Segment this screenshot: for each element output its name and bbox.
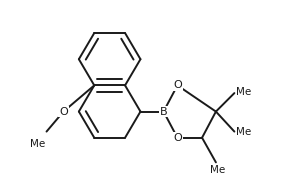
Text: Me: Me <box>236 127 251 137</box>
Text: O: O <box>59 107 68 117</box>
Text: O: O <box>173 80 182 90</box>
Text: Me: Me <box>30 139 45 149</box>
Text: B: B <box>160 107 167 117</box>
Text: Me: Me <box>210 165 225 176</box>
Text: O: O <box>173 133 182 143</box>
Text: Me: Me <box>236 87 251 96</box>
